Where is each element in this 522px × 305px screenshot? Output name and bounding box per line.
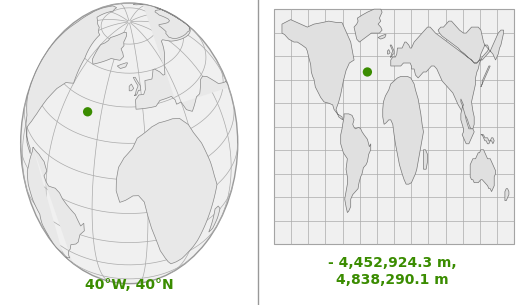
Polygon shape (116, 118, 217, 264)
Polygon shape (481, 135, 494, 144)
Polygon shape (354, 9, 382, 42)
Polygon shape (341, 114, 371, 213)
Point (84, 109, 92, 114)
Polygon shape (391, 21, 504, 129)
Polygon shape (481, 66, 490, 87)
Polygon shape (461, 99, 474, 144)
Ellipse shape (21, 3, 238, 284)
Polygon shape (209, 206, 220, 232)
Polygon shape (129, 84, 134, 91)
Point (363, 70, 372, 74)
Text: 40°W, 40°N: 40°W, 40°N (85, 278, 173, 292)
Polygon shape (282, 20, 354, 120)
Polygon shape (117, 63, 127, 69)
Polygon shape (92, 32, 126, 64)
Polygon shape (383, 77, 423, 184)
Polygon shape (423, 150, 428, 169)
Polygon shape (133, 77, 141, 95)
Bar (274, 9, 514, 244)
Polygon shape (390, 45, 394, 57)
Polygon shape (26, 6, 116, 154)
Polygon shape (470, 150, 495, 192)
Polygon shape (378, 34, 386, 39)
Polygon shape (387, 49, 390, 54)
Polygon shape (505, 189, 509, 201)
Text: - 4,452,924.3 m,
4,838,290.1 m: - 4,452,924.3 m, 4,838,290.1 m (328, 256, 457, 287)
